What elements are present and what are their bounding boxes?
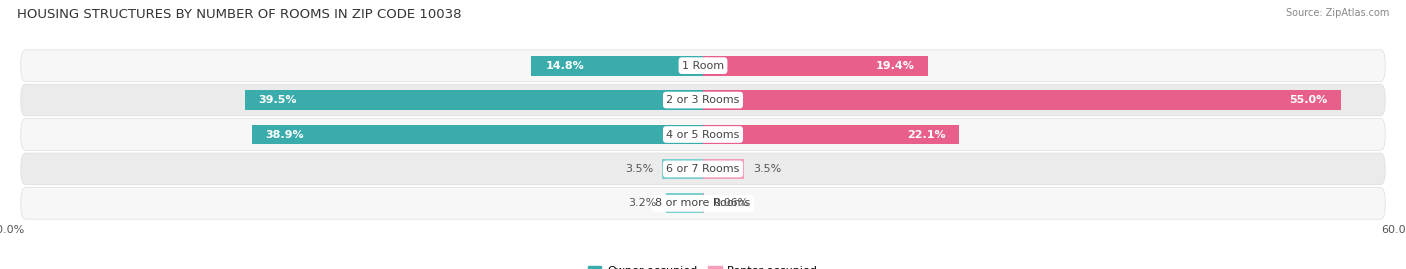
Text: 3.5%: 3.5% bbox=[624, 164, 654, 174]
Bar bbox=[703, 56, 928, 76]
Text: 55.0%: 55.0% bbox=[1289, 95, 1327, 105]
Text: 19.4%: 19.4% bbox=[876, 61, 914, 71]
Bar bbox=[252, 125, 703, 144]
Text: 14.8%: 14.8% bbox=[546, 61, 583, 71]
Bar bbox=[703, 159, 744, 179]
Text: 38.9%: 38.9% bbox=[266, 129, 304, 140]
Bar bbox=[531, 56, 703, 76]
Text: 0.06%: 0.06% bbox=[713, 198, 748, 208]
Text: 2 or 3 Rooms: 2 or 3 Rooms bbox=[666, 95, 740, 105]
Text: 22.1%: 22.1% bbox=[907, 129, 945, 140]
Text: 3.5%: 3.5% bbox=[752, 164, 782, 174]
FancyBboxPatch shape bbox=[21, 50, 1385, 82]
FancyBboxPatch shape bbox=[21, 153, 1385, 185]
Bar bbox=[666, 193, 703, 213]
Text: 8 or more Rooms: 8 or more Rooms bbox=[655, 198, 751, 208]
FancyBboxPatch shape bbox=[21, 187, 1385, 219]
Bar bbox=[703, 90, 1341, 110]
Text: Source: ZipAtlas.com: Source: ZipAtlas.com bbox=[1285, 8, 1389, 18]
Text: HOUSING STRUCTURES BY NUMBER OF ROOMS IN ZIP CODE 10038: HOUSING STRUCTURES BY NUMBER OF ROOMS IN… bbox=[17, 8, 461, 21]
Bar bbox=[703, 125, 959, 144]
Bar bbox=[662, 159, 703, 179]
FancyBboxPatch shape bbox=[21, 119, 1385, 150]
Text: 6 or 7 Rooms: 6 or 7 Rooms bbox=[666, 164, 740, 174]
Text: 3.2%: 3.2% bbox=[628, 198, 657, 208]
FancyBboxPatch shape bbox=[21, 84, 1385, 116]
Bar bbox=[245, 90, 703, 110]
Text: 4 or 5 Rooms: 4 or 5 Rooms bbox=[666, 129, 740, 140]
Text: 1 Room: 1 Room bbox=[682, 61, 724, 71]
Legend: Owner-occupied, Renter-occupied: Owner-occupied, Renter-occupied bbox=[583, 261, 823, 269]
Text: 39.5%: 39.5% bbox=[259, 95, 297, 105]
